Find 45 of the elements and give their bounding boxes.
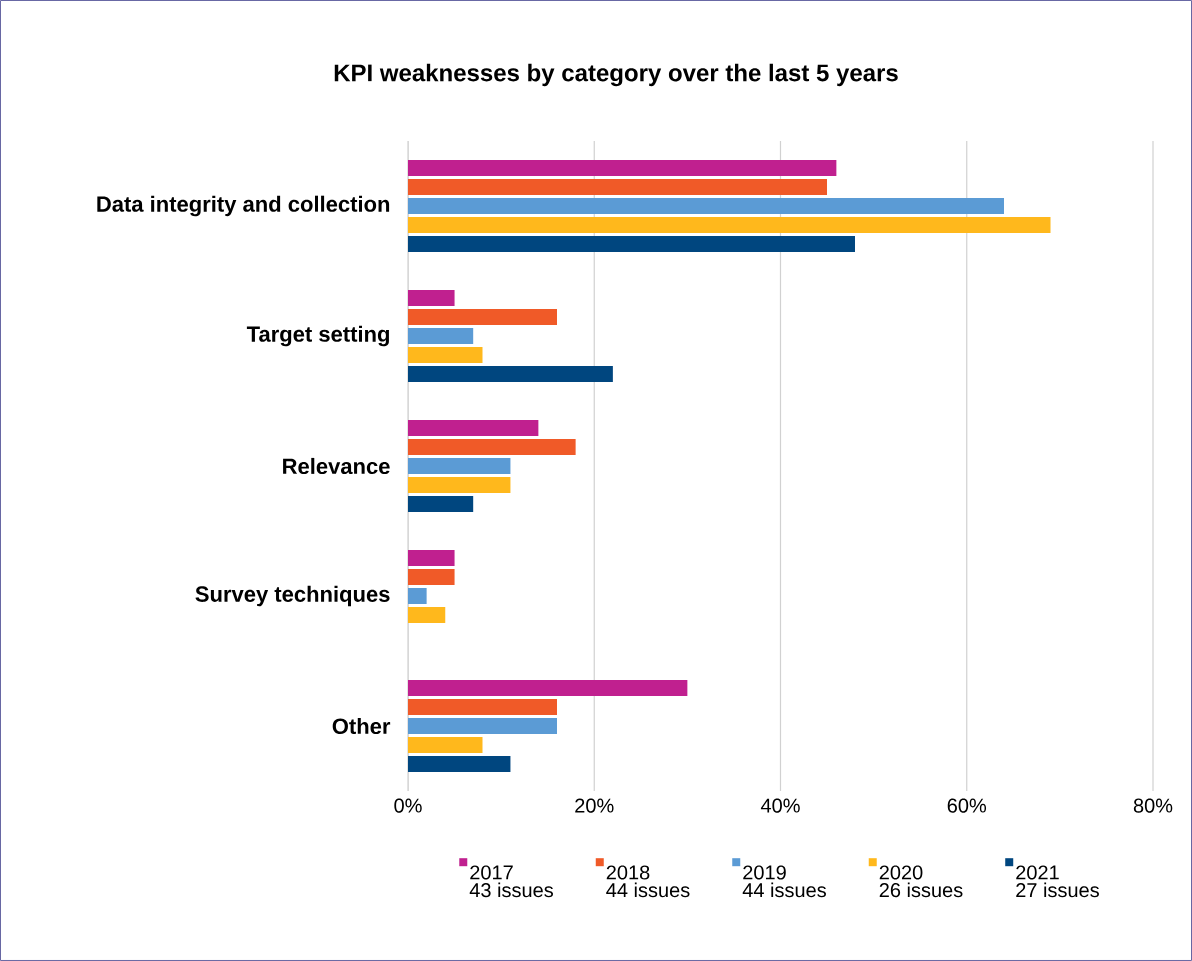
chart-title: KPI weaknesses by category over the last 5 years xyxy=(334,63,898,87)
bar xyxy=(408,458,511,474)
bar xyxy=(408,198,1004,214)
bar xyxy=(408,290,455,307)
x-tick-label: 60% xyxy=(947,798,987,813)
bar xyxy=(408,216,1051,233)
bar xyxy=(408,699,557,716)
text: 26 issues xyxy=(879,882,963,898)
y-tick-label: Data integrity and collection xyxy=(97,195,390,217)
bar xyxy=(408,160,837,177)
legend-label: 2019 xyxy=(743,865,786,880)
legend-label: 2020 xyxy=(879,865,923,880)
legend-label: 2021 xyxy=(1016,865,1059,880)
bar xyxy=(408,588,427,604)
y-tick-label: Relevance xyxy=(283,457,390,475)
text: 27 issues xyxy=(1016,882,1099,898)
bar xyxy=(408,420,539,437)
bar xyxy=(408,736,483,753)
bar xyxy=(408,346,483,363)
bar xyxy=(408,439,576,456)
x-tick-label: 0% xyxy=(394,798,422,813)
bar xyxy=(408,365,613,382)
text: 44 issues xyxy=(742,882,826,898)
x-tick-label: 20% xyxy=(575,798,614,813)
bar xyxy=(408,235,855,252)
y-tick-label: Other xyxy=(332,717,391,735)
y-tick-label: Target setting xyxy=(246,325,389,347)
bar xyxy=(408,755,511,772)
legend-label: 2018 xyxy=(606,865,650,880)
bar xyxy=(408,718,557,734)
bar xyxy=(408,179,828,196)
bar xyxy=(408,476,511,493)
bar xyxy=(408,495,474,512)
y-tick-label: Survey techniques xyxy=(195,585,390,607)
x-tick-label: 80% xyxy=(1133,798,1173,813)
bar xyxy=(408,309,557,326)
text: 44 issues xyxy=(606,882,690,898)
text: 43 issues xyxy=(469,882,553,898)
bar xyxy=(408,328,474,344)
bar xyxy=(408,606,446,623)
legend-label: 2017 xyxy=(470,865,513,880)
x-tick-label: 40% xyxy=(760,798,800,813)
bar xyxy=(408,569,455,586)
bar xyxy=(408,680,688,697)
bar xyxy=(408,550,455,567)
